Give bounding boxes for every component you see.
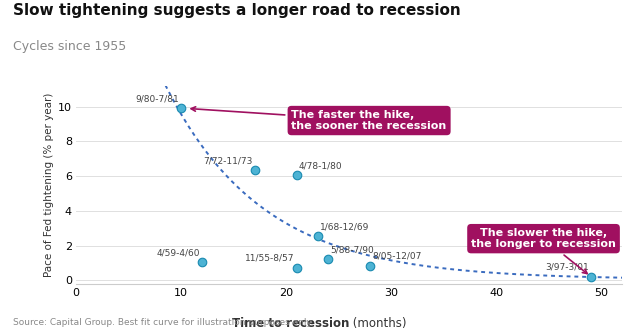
Point: [312, 233, 323, 239]
Text: 7/72-11/73: 7/72-11/73: [203, 156, 253, 165]
Text: 8/05-12/07: 8/05-12/07: [372, 252, 422, 261]
Text: (months): (months): [349, 317, 407, 330]
Point: [291, 265, 302, 271]
Text: 3/97-3/01: 3/97-3/01: [545, 263, 589, 272]
Text: Source: Capital Group. Best fit curve for illustration purposes only.: Source: Capital Group. Best fit curve fo…: [13, 318, 313, 327]
Text: 4/78-1/80: 4/78-1/80: [299, 161, 342, 170]
Text: 5/88-7/90: 5/88-7/90: [330, 245, 374, 254]
Text: 4/59-4/60: 4/59-4/60: [157, 249, 200, 258]
Point: [323, 256, 333, 262]
Text: Time to recession: Time to recession: [232, 317, 349, 330]
Point: [585, 274, 596, 279]
Text: Cycles since 1955: Cycles since 1955: [13, 40, 126, 52]
Point: [291, 173, 302, 178]
Text: 11/55-8/57: 11/55-8/57: [245, 254, 295, 263]
Point: [176, 106, 186, 111]
Text: Slow tightening suggests a longer road to recession: Slow tightening suggests a longer road t…: [13, 3, 460, 18]
Text: The faster the hike,
the sooner the recession: The faster the hike, the sooner the rece…: [191, 107, 447, 131]
Point: [365, 263, 375, 268]
Point: [197, 259, 207, 265]
Y-axis label: Pace of Fed tightening (% per year): Pace of Fed tightening (% per year): [44, 93, 54, 277]
Text: The slower the hike,
the longer to recession: The slower the hike, the longer to reces…: [471, 228, 616, 274]
Point: [250, 167, 260, 173]
Text: 1/68-12/69: 1/68-12/69: [320, 222, 369, 231]
Text: 9/80-7/81: 9/80-7/81: [135, 94, 179, 103]
